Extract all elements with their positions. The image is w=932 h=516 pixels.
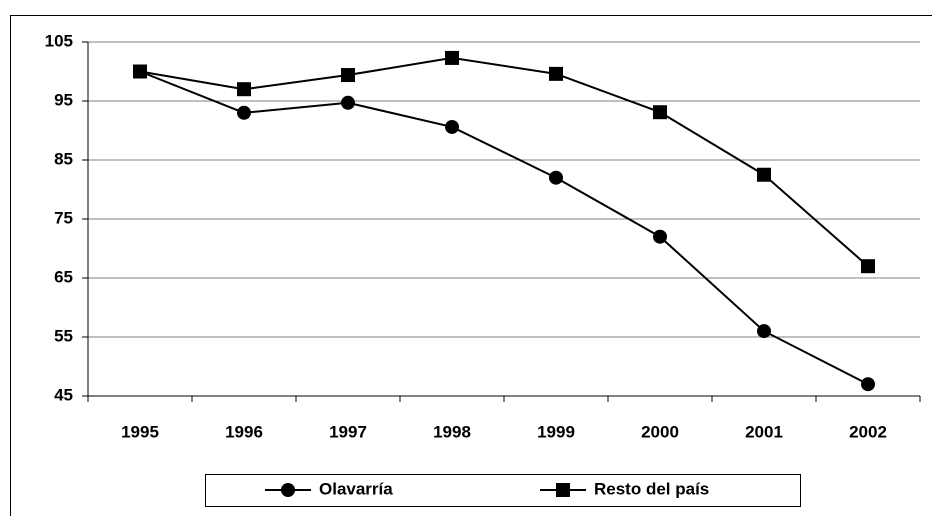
x-tick-label: 2000 [641,422,679,441]
data-point [549,170,563,185]
x-tick-label: 1995 [121,422,159,441]
legend-marker [556,483,570,497]
data-point [445,50,459,65]
data-point [341,95,355,110]
y-tick-label: 45 [54,385,73,404]
legend-label: Olavarría [319,479,393,498]
data-point [133,64,147,79]
series-line [139,56,869,267]
y-tick-label: 105 [45,31,73,50]
x-tick-label: 1999 [537,422,575,441]
x-tick-label: 1998 [433,422,471,441]
y-tick-label: 75 [54,208,73,227]
legend-marker [281,483,295,497]
y-tick-label: 65 [54,267,73,286]
data-point [757,167,771,182]
data-point [445,119,459,134]
data-point [341,68,355,83]
x-tick-label: 2002 [849,422,887,441]
y-tick-label: 85 [54,149,73,168]
chart-frame [10,15,932,516]
data-point [653,105,667,120]
data-point [237,105,251,120]
x-tick-label: 2001 [745,422,783,441]
data-point [861,259,875,274]
data-point [653,229,667,244]
data-point [757,324,771,339]
legend-label: Resto del país [594,479,709,498]
x-tick-label: 1997 [329,422,367,441]
data-point [861,377,875,392]
y-tick-label: 55 [54,326,73,345]
data-point [237,82,251,97]
data-point [549,66,563,81]
x-tick-label: 1996 [225,422,263,441]
y-tick-label: 95 [54,90,73,109]
series-line [139,70,869,386]
